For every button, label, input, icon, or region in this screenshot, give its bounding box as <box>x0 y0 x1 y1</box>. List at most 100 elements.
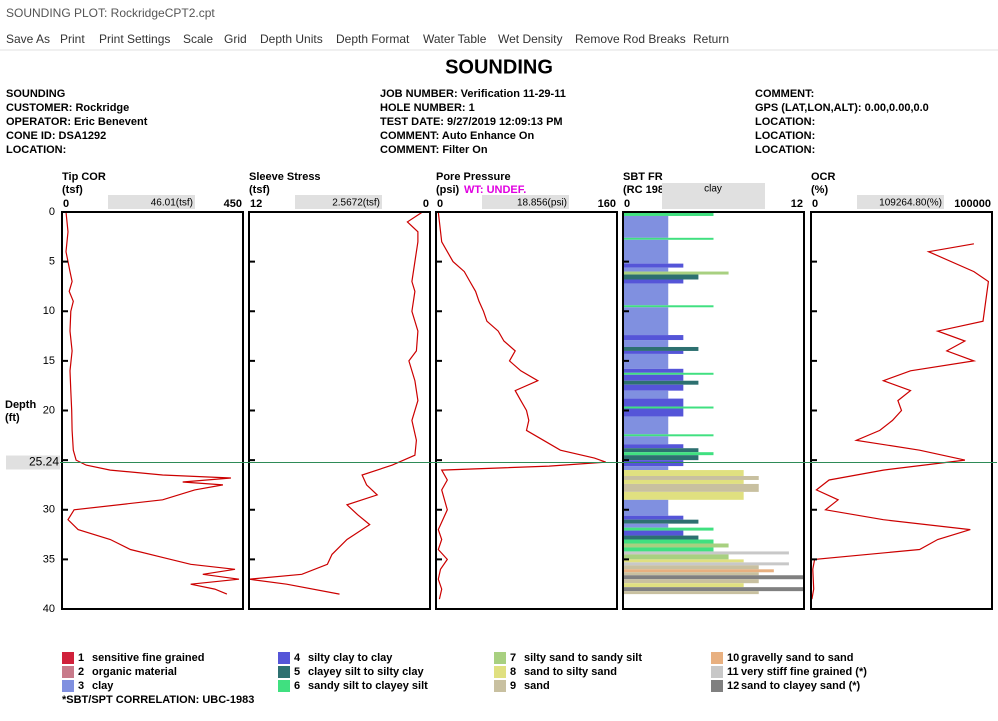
menu-item[interactable]: Depth Format <box>336 32 410 46</box>
depth-label: Depth <box>5 399 36 411</box>
track-name: OCR <box>811 171 836 183</box>
legend-label: organic material <box>92 666 177 678</box>
header-field: COMMENT: Auto Enhance On <box>380 130 534 142</box>
legend-label: sand <box>524 680 550 692</box>
sbt-bar <box>623 519 699 524</box>
header-field: LOCATION: <box>6 144 66 156</box>
sbt-bar <box>623 523 669 528</box>
legend-swatch <box>278 666 290 678</box>
sbt-bar <box>623 591 759 595</box>
menu-item[interactable]: Depth Units <box>260 32 323 46</box>
legend-swatch <box>711 652 723 664</box>
sbt-bar <box>623 346 699 351</box>
legend-label: sandy silt to clayey silt <box>308 680 428 692</box>
menu-item[interactable]: Scale <box>183 32 213 46</box>
menu-item[interactable]: Wet Density <box>498 32 562 46</box>
legend-swatch <box>278 652 290 664</box>
sbt-bar <box>623 527 714 531</box>
sbt-bar <box>623 215 669 238</box>
sbt-bar <box>623 535 699 540</box>
sbt-bar <box>623 368 684 373</box>
depth-unit: (ft) <box>5 412 20 424</box>
x-axis-label: 100000 <box>954 198 991 210</box>
depth-tick-label: 5 <box>49 256 55 268</box>
legend-zone: 12 <box>727 680 739 692</box>
legend-label: very stiff fine grained (*) <box>741 666 867 678</box>
legend-zone: 11 <box>727 666 739 678</box>
readout-box <box>295 195 382 209</box>
header-field: CONE ID: DSA1292 <box>6 130 106 142</box>
legend-label: sensitive fine grained <box>92 652 204 664</box>
sbt-bar <box>623 263 684 268</box>
legend-swatch <box>494 680 506 692</box>
sbt-bar <box>623 340 669 347</box>
legend-zone: 4 <box>294 652 301 664</box>
menu-item[interactable]: Print <box>60 32 85 46</box>
readout-box <box>662 183 765 209</box>
sbt-bar <box>623 398 684 407</box>
legend-swatch <box>62 666 74 678</box>
x-axis-label: 0 <box>624 198 630 210</box>
sbt-bar <box>623 466 669 471</box>
header-field: OPERATOR: Eric Benevent <box>6 116 148 128</box>
header-field: COMMENT: <box>755 88 814 100</box>
trace <box>437 211 606 600</box>
readout-box <box>482 195 569 209</box>
sbt-bar <box>623 452 714 456</box>
sbt-bar <box>623 390 669 399</box>
sbt-bar <box>623 305 714 308</box>
legend-zone: 3 <box>78 680 84 692</box>
sbt-bar <box>623 569 774 573</box>
legend-zone: 8 <box>510 666 516 678</box>
cursor-box <box>6 455 60 470</box>
menu-item[interactable]: Return <box>693 32 729 46</box>
legend-swatch <box>711 666 723 678</box>
sbt-bar <box>623 539 714 544</box>
x-axis-label: 12 <box>250 198 262 210</box>
page-title: SOUNDING <box>445 56 553 78</box>
sbt-bar <box>623 587 804 592</box>
sbt-bar <box>623 483 759 492</box>
x-axis-label: 0 <box>437 198 443 210</box>
track-unit: (RC 198 <box>623 184 664 196</box>
sbt-bar <box>623 559 744 563</box>
header-field: LOCATION: <box>755 144 815 156</box>
trace <box>248 211 423 595</box>
sbt-bar <box>623 547 714 552</box>
footnote: *SBT/SPT CORRELATION: UBC-1983 <box>62 694 254 706</box>
legend-label: sand to clayey sand (*) <box>741 680 861 692</box>
sbt-bar <box>623 350 684 354</box>
sbt-bar <box>623 380 699 385</box>
menu-item[interactable]: Save As <box>6 32 50 46</box>
sbt-bar <box>623 476 759 480</box>
menu-item[interactable]: Grid <box>224 32 247 46</box>
menu-item[interactable]: Water Table <box>423 32 487 46</box>
readout: 18.856(psi) <box>517 198 567 209</box>
legend-swatch <box>62 680 74 692</box>
trace <box>65 211 240 595</box>
depth-tick-label: 20 <box>43 404 55 416</box>
track-unit: (tsf) <box>249 184 270 196</box>
sbt-bar <box>623 353 669 369</box>
legend-label: sand to silty sand <box>524 666 617 678</box>
cursor-label: 25.24 <box>29 455 59 469</box>
sbt-bar <box>623 554 729 560</box>
menu-item[interactable]: Remove Rod Breaks <box>575 32 686 46</box>
sbt-bar <box>623 448 699 453</box>
sbt-bar <box>623 444 684 449</box>
sbt-bar <box>623 491 744 500</box>
legend-label: clay <box>92 680 114 692</box>
sbt-bar <box>623 283 669 306</box>
sbt-bar <box>623 515 684 520</box>
sbt-bar <box>623 212 714 216</box>
legend-label: clayey silt to silty clay <box>308 666 424 678</box>
legend-zone: 10 <box>727 652 739 664</box>
legend-zone: 6 <box>294 680 300 692</box>
header-field: LOCATION: <box>755 130 815 142</box>
sbt-bar <box>623 583 744 588</box>
menu-item[interactable]: Print Settings <box>99 32 170 46</box>
depth-tick-label: 0 <box>49 206 55 218</box>
track-unit: (psi) <box>436 184 460 196</box>
readout-box <box>857 195 944 209</box>
